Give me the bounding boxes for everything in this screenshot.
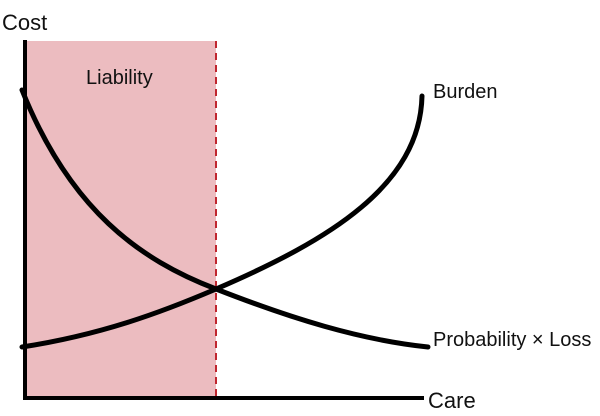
liability-region bbox=[25, 41, 216, 399]
probability-loss-label: Probability × Loss bbox=[433, 329, 591, 351]
probability-loss-curve bbox=[19, 87, 431, 350]
burden-curve bbox=[19, 93, 425, 350]
liability-label: Liability bbox=[86, 67, 153, 89]
y-axis-title: Cost bbox=[2, 10, 47, 35]
x-axis-title: Care bbox=[428, 388, 476, 413]
burden-label: Burden bbox=[433, 81, 498, 103]
